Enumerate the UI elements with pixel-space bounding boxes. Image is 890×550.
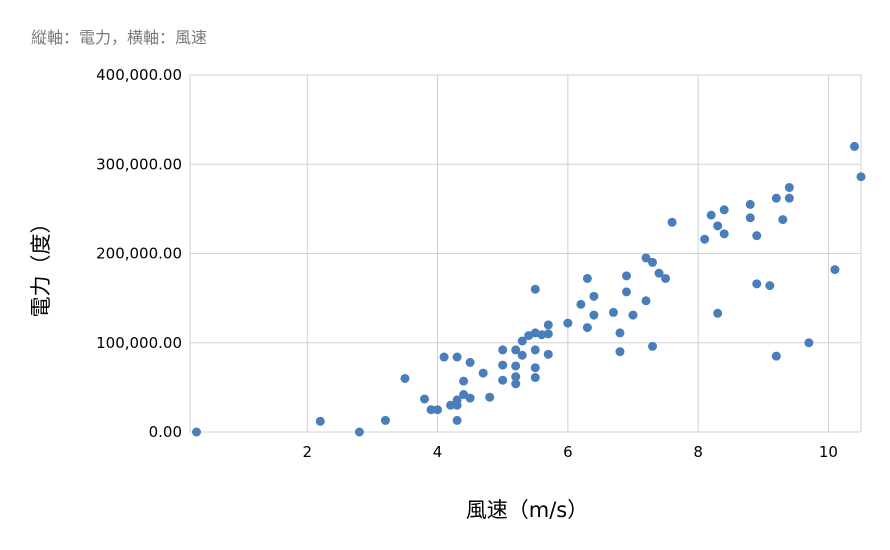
data-point <box>830 265 840 275</box>
data-point <box>485 392 495 402</box>
data-point <box>459 376 469 386</box>
data-point <box>589 310 599 320</box>
data-point <box>452 415 462 425</box>
data-point <box>498 360 508 370</box>
x-tick-label: 2 <box>302 443 312 461</box>
data-point <box>856 172 866 182</box>
data-point <box>543 349 553 359</box>
data-point <box>582 323 592 333</box>
data-point <box>784 182 794 192</box>
data-point <box>400 373 410 383</box>
y-tick-label: 100,000.00 <box>96 334 182 352</box>
data-point <box>771 193 781 203</box>
data-point <box>452 352 462 362</box>
y-tick-label: 400,000.00 <box>96 66 182 84</box>
data-point <box>511 372 521 382</box>
data-point <box>752 231 762 241</box>
data-point <box>446 400 456 410</box>
data-point <box>778 215 788 225</box>
data-point <box>745 213 755 223</box>
x-tick-label: 10 <box>819 443 838 461</box>
y-tick-label: 200,000.00 <box>96 245 182 263</box>
data-point <box>784 193 794 203</box>
chart-subtitle: 縦軸：電力，横軸：風速 <box>31 28 207 47</box>
data-point <box>654 268 664 278</box>
data-point <box>804 338 814 348</box>
data-point <box>511 361 521 371</box>
data-point <box>641 253 651 263</box>
x-tick-label: 8 <box>693 443 703 461</box>
data-point <box>589 291 599 301</box>
data-point <box>765 281 775 291</box>
data-point <box>517 336 527 346</box>
data-point <box>713 221 723 231</box>
data-point <box>582 273 592 283</box>
grid <box>189 74 862 433</box>
data-point <box>641 296 651 306</box>
data-point <box>752 279 762 289</box>
data-point <box>621 287 631 297</box>
data-point <box>667 217 677 227</box>
data-point <box>315 416 325 426</box>
data-point <box>498 345 508 355</box>
data-point <box>615 328 625 338</box>
data-point <box>700 234 710 244</box>
x-axis-ticks: 2 4 6 8 10 <box>302 443 837 461</box>
data-point <box>530 284 540 294</box>
data-point <box>628 310 638 320</box>
data-point <box>498 375 508 385</box>
data-point <box>380 415 390 425</box>
data-point <box>530 363 540 373</box>
data-point <box>517 350 527 360</box>
x-axis-title: 風速（m/s） <box>466 498 588 522</box>
data-point <box>465 357 475 367</box>
x-tick-label: 6 <box>563 443 573 461</box>
data-points <box>192 141 866 437</box>
data-point <box>719 205 729 215</box>
data-point <box>849 141 859 151</box>
data-point <box>192 427 202 437</box>
data-point <box>530 373 540 383</box>
data-point <box>543 329 553 339</box>
y-axis-ticks: 0.00 100,000.00 200,000.00 300,000.00 400,00… <box>96 66 182 441</box>
data-point <box>530 345 540 355</box>
data-point <box>648 341 658 351</box>
data-point <box>511 345 521 355</box>
data-point <box>661 273 671 283</box>
data-point <box>478 368 488 378</box>
data-point <box>608 307 618 317</box>
data-point <box>433 405 443 415</box>
y-tick-label: 300,000.00 <box>96 155 182 173</box>
data-point <box>648 257 658 267</box>
data-point <box>511 379 521 389</box>
data-point <box>465 393 475 403</box>
x-tick-label: 4 <box>433 443 443 461</box>
y-axis-title: 電力（度） <box>29 213 53 318</box>
data-point <box>713 308 723 318</box>
data-point <box>543 320 553 330</box>
data-point <box>420 394 430 404</box>
data-point <box>563 318 573 328</box>
data-point <box>706 210 716 220</box>
y-tick-label: 0.00 <box>149 423 182 441</box>
data-point <box>576 299 586 309</box>
data-point <box>719 229 729 239</box>
data-point <box>439 352 449 362</box>
data-point <box>771 351 781 361</box>
data-point <box>621 271 631 281</box>
data-point <box>745 199 755 209</box>
data-point <box>354 427 364 437</box>
data-point <box>426 405 436 415</box>
data-point <box>615 347 625 357</box>
data-point <box>452 395 462 405</box>
